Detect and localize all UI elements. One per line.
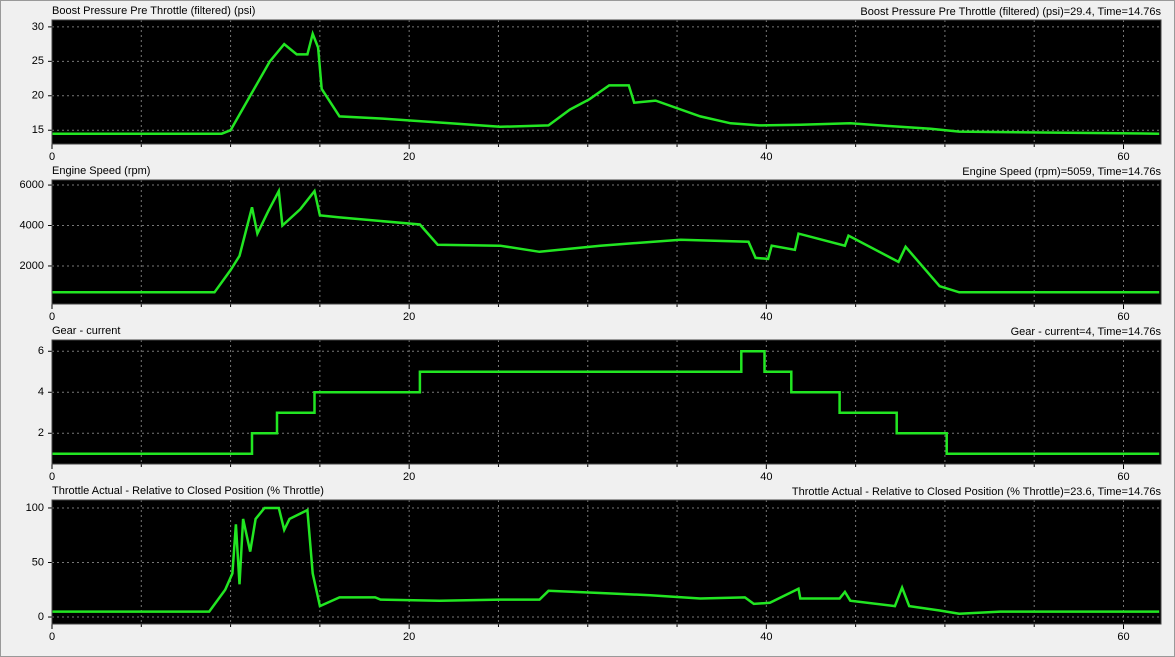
x-tick-label: 0 — [49, 311, 55, 323]
plot-border — [51, 499, 1162, 625]
y-tick-label: 0 — [38, 611, 44, 623]
data-line — [52, 186, 1160, 294]
plot-area — [52, 500, 1161, 624]
plot-area — [52, 180, 1161, 304]
readout: Throttle Actual - Relative to Closed Pos… — [792, 486, 1162, 498]
y-tick-label: 25 — [32, 55, 44, 67]
data-line — [52, 350, 1160, 456]
readout: Engine Speed (rpm)=5059, Time=14.76s — [962, 166, 1161, 178]
y-tick-label: 4000 — [20, 219, 44, 231]
chart-title: Engine Speed (rpm) — [52, 165, 150, 177]
x-tick-label: 40 — [760, 471, 772, 483]
x-tick-label: 40 — [760, 631, 772, 643]
y-tick-label: 2 — [38, 427, 44, 439]
x-tick-label: 60 — [1117, 311, 1129, 323]
chart-title: Boost Pressure Pre Throttle (filtered) (… — [52, 5, 255, 17]
y-tick-label: 20 — [32, 90, 44, 102]
x-tick-label: 60 — [1117, 631, 1129, 643]
data-line — [52, 29, 1160, 135]
y-tick-label: 2000 — [20, 260, 44, 272]
plot-border — [51, 339, 1162, 465]
x-tick-label: 40 — [760, 311, 772, 323]
x-tick-label: 20 — [403, 471, 415, 483]
plot-border — [51, 179, 1162, 305]
x-tick-label: 0 — [49, 471, 55, 483]
plot-area — [52, 20, 1161, 144]
x-tick-label: 60 — [1117, 151, 1129, 163]
readout: Gear - current=4, Time=14.76s — [1011, 326, 1162, 338]
x-tick-label: 0 — [49, 631, 55, 643]
y-tick-label: 15 — [32, 124, 44, 136]
x-tick-label: 40 — [760, 151, 772, 163]
x-tick-label: 20 — [403, 311, 415, 323]
chart-title: Throttle Actual - Relative to Closed Pos… — [52, 485, 324, 497]
plot-area — [52, 340, 1161, 464]
y-tick-label: 6000 — [20, 179, 44, 191]
x-tick-label: 0 — [49, 151, 55, 163]
y-tick-label: 4 — [38, 386, 44, 398]
y-tick-label: 30 — [32, 21, 44, 33]
chart-title: Gear - current — [52, 325, 120, 337]
readout: Boost Pressure Pre Throttle (filtered) (… — [860, 6, 1161, 18]
x-tick-label: 60 — [1117, 471, 1129, 483]
x-tick-label: 20 — [403, 151, 415, 163]
y-tick-label: 6 — [38, 345, 44, 357]
y-tick-label: 50 — [32, 556, 44, 568]
plot-border — [51, 19, 1162, 145]
data-line — [52, 506, 1160, 615]
x-tick-label: 20 — [403, 631, 415, 643]
y-tick-label: 100 — [26, 502, 44, 514]
